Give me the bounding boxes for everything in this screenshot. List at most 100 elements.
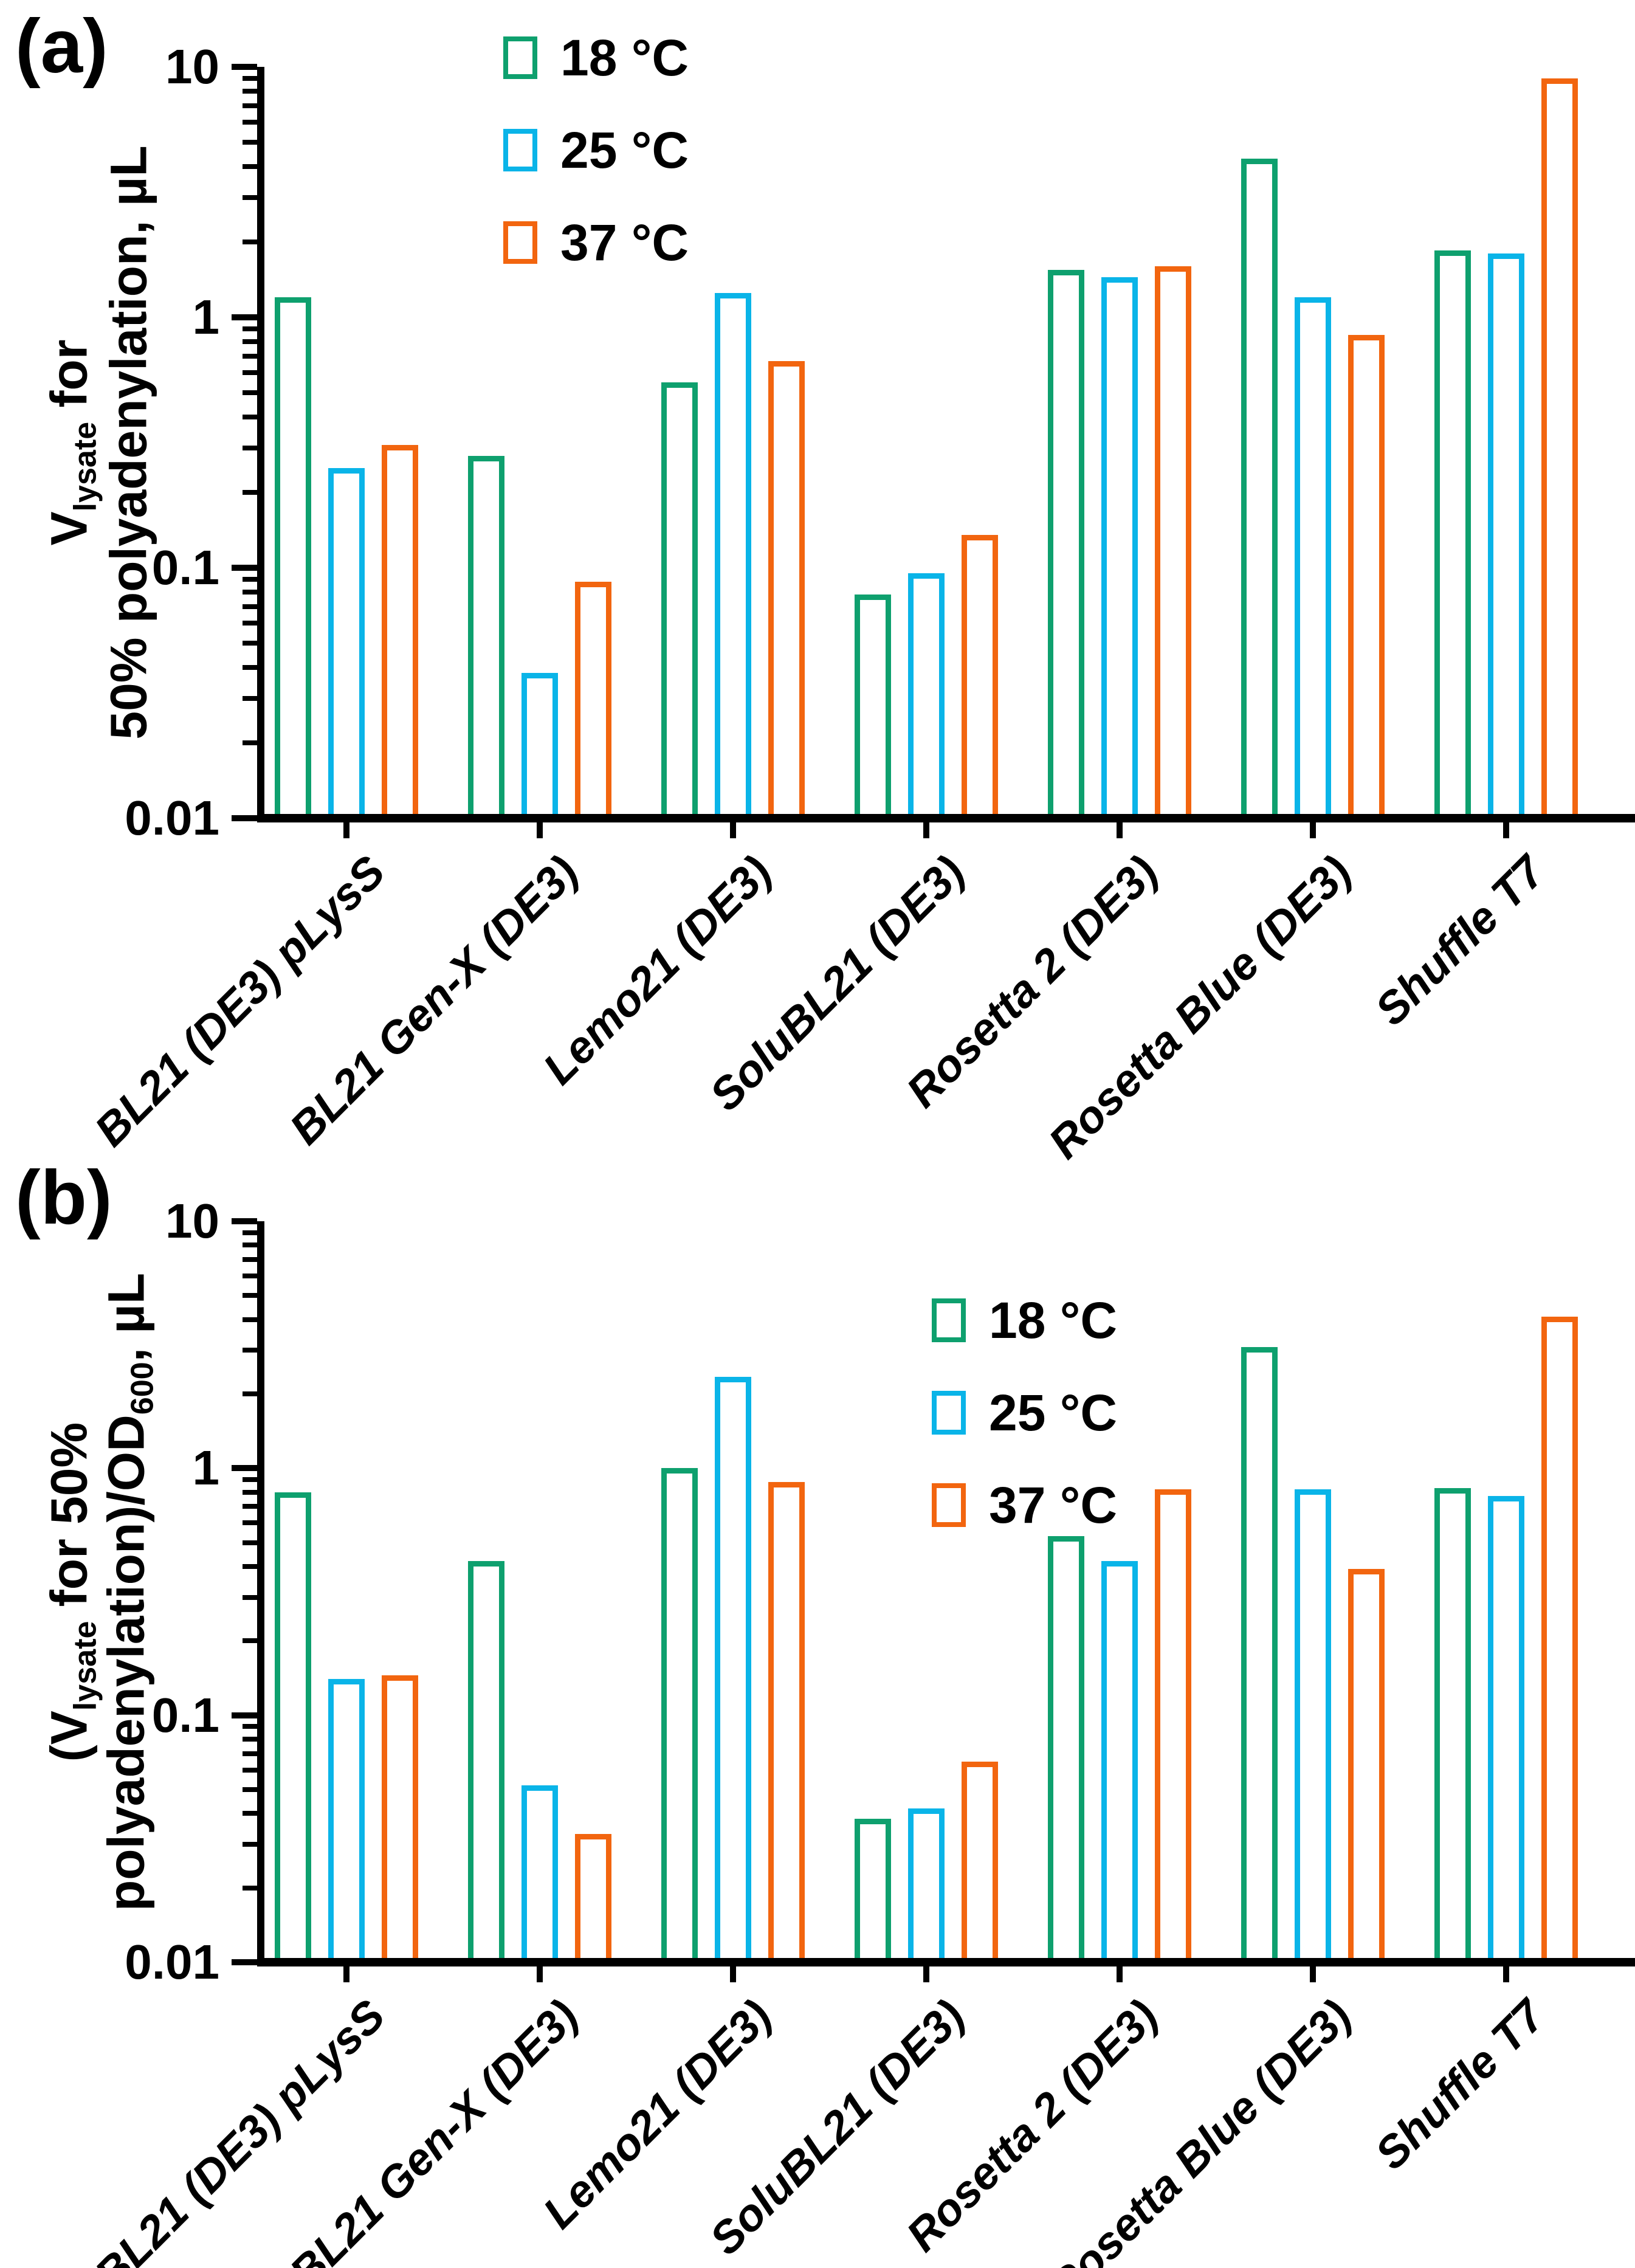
bar bbox=[468, 1561, 504, 1966]
bar bbox=[1155, 1489, 1191, 1966]
bar bbox=[768, 1481, 805, 1966]
y-major-tick bbox=[232, 1218, 257, 1224]
y-tick-label: 10 bbox=[165, 1194, 219, 1248]
y-minor-tick bbox=[243, 1787, 257, 1792]
bar bbox=[908, 1808, 945, 1966]
y-minor-tick bbox=[243, 489, 257, 495]
y-minor-tick bbox=[243, 1293, 257, 1298]
bar bbox=[908, 573, 945, 822]
y-minor-tick bbox=[243, 370, 257, 376]
y-major-tick bbox=[232, 815, 257, 821]
y-minor-tick bbox=[243, 1243, 257, 1248]
bar bbox=[575, 581, 611, 822]
x-tick bbox=[1310, 822, 1316, 838]
y-minor-tick bbox=[243, 339, 257, 344]
y-major-tick bbox=[232, 314, 257, 320]
x-tick bbox=[1117, 822, 1123, 838]
bar bbox=[1101, 277, 1138, 822]
legend-swatch-25c bbox=[932, 1391, 966, 1435]
x-axis-line bbox=[257, 814, 1635, 822]
bar bbox=[962, 535, 998, 822]
y-major-tick bbox=[232, 565, 257, 571]
y-minor-tick bbox=[243, 390, 257, 396]
x-category-label: Shuffle T7 bbox=[1365, 846, 1554, 1035]
y-minor-tick bbox=[243, 1811, 257, 1816]
y-minor-tick bbox=[243, 621, 257, 626]
y-minor-tick bbox=[243, 1638, 257, 1644]
panel-a-tag: (a) bbox=[15, 4, 108, 89]
y-minor-tick bbox=[243, 740, 257, 745]
bar bbox=[275, 297, 311, 822]
y-minor-tick bbox=[243, 1317, 257, 1322]
panel-b-tag: (b) bbox=[15, 1156, 112, 1240]
y-minor-tick bbox=[243, 1256, 257, 1262]
y-tick-label: 0.1 bbox=[151, 1687, 219, 1742]
y-major-tick bbox=[232, 64, 257, 70]
y-minor-tick bbox=[243, 1885, 257, 1891]
legend-label: 37 °C bbox=[989, 1477, 1118, 1534]
bar bbox=[382, 444, 418, 822]
bar bbox=[468, 455, 504, 822]
y-minor-tick bbox=[243, 195, 257, 201]
y-minor-tick bbox=[243, 120, 257, 125]
y-axis-title-line: (Vlysate for 50% bbox=[40, 1422, 103, 1762]
y-minor-tick bbox=[243, 604, 257, 609]
y-minor-tick bbox=[243, 1391, 257, 1396]
x-tick bbox=[537, 822, 543, 838]
bar bbox=[1348, 335, 1385, 822]
legend-swatch-18c bbox=[503, 36, 537, 79]
bar bbox=[715, 293, 751, 822]
x-tick bbox=[537, 1966, 543, 1982]
bar bbox=[768, 360, 805, 822]
y-minor-tick bbox=[243, 1274, 257, 1279]
y-minor-tick bbox=[243, 1504, 257, 1509]
legend-label: 37 °C bbox=[560, 214, 689, 271]
x-tick bbox=[1503, 822, 1509, 838]
y-minor-tick bbox=[243, 1842, 257, 1847]
bar bbox=[521, 1785, 558, 1966]
y-minor-tick bbox=[243, 103, 257, 108]
bar bbox=[575, 1834, 611, 1966]
bar bbox=[1241, 159, 1278, 822]
y-minor-tick bbox=[243, 1751, 257, 1756]
y-minor-tick bbox=[243, 589, 257, 595]
y-minor-tick bbox=[243, 446, 257, 451]
y-minor-tick bbox=[243, 1724, 257, 1729]
x-category-label: Shuffle T7 bbox=[1365, 1990, 1554, 2179]
bar bbox=[1434, 250, 1471, 822]
y-tick-label: 0.01 bbox=[125, 791, 219, 845]
bar bbox=[855, 1819, 891, 1966]
y-tick-label: 10 bbox=[165, 40, 219, 94]
bar bbox=[1434, 1488, 1471, 1966]
x-tick bbox=[1310, 1966, 1316, 1982]
y-tick-label: 0.1 bbox=[151, 540, 219, 595]
y-minor-tick bbox=[243, 641, 257, 646]
y-minor-tick bbox=[243, 88, 257, 94]
bar bbox=[1155, 266, 1191, 822]
x-tick bbox=[343, 1966, 349, 1982]
legend-swatch-25c bbox=[503, 129, 537, 171]
y-minor-tick bbox=[243, 1489, 257, 1495]
bar bbox=[962, 1761, 998, 1966]
bar bbox=[1541, 1317, 1578, 1966]
bar bbox=[715, 1376, 751, 1966]
bar bbox=[328, 1679, 365, 1966]
legend-swatch-37c bbox=[932, 1483, 966, 1527]
x-tick bbox=[343, 822, 349, 838]
y-minor-tick bbox=[243, 1477, 257, 1482]
y-major-tick bbox=[232, 1959, 257, 1965]
x-axis-line bbox=[257, 1958, 1635, 1966]
y-minor-tick bbox=[243, 1564, 257, 1570]
y-major-tick bbox=[232, 1712, 257, 1718]
y-minor-tick bbox=[243, 164, 257, 169]
bar bbox=[382, 1675, 418, 1966]
y-tick-label: 1 bbox=[192, 290, 220, 344]
y-minor-tick bbox=[243, 1540, 257, 1545]
y-tick-label: 0.01 bbox=[125, 1935, 219, 1989]
x-tick bbox=[730, 1966, 736, 1982]
y-minor-tick bbox=[243, 1230, 257, 1235]
x-tick bbox=[923, 822, 929, 838]
legend-label: 18 °C bbox=[989, 1292, 1118, 1349]
legend-label: 25 °C bbox=[989, 1384, 1118, 1441]
